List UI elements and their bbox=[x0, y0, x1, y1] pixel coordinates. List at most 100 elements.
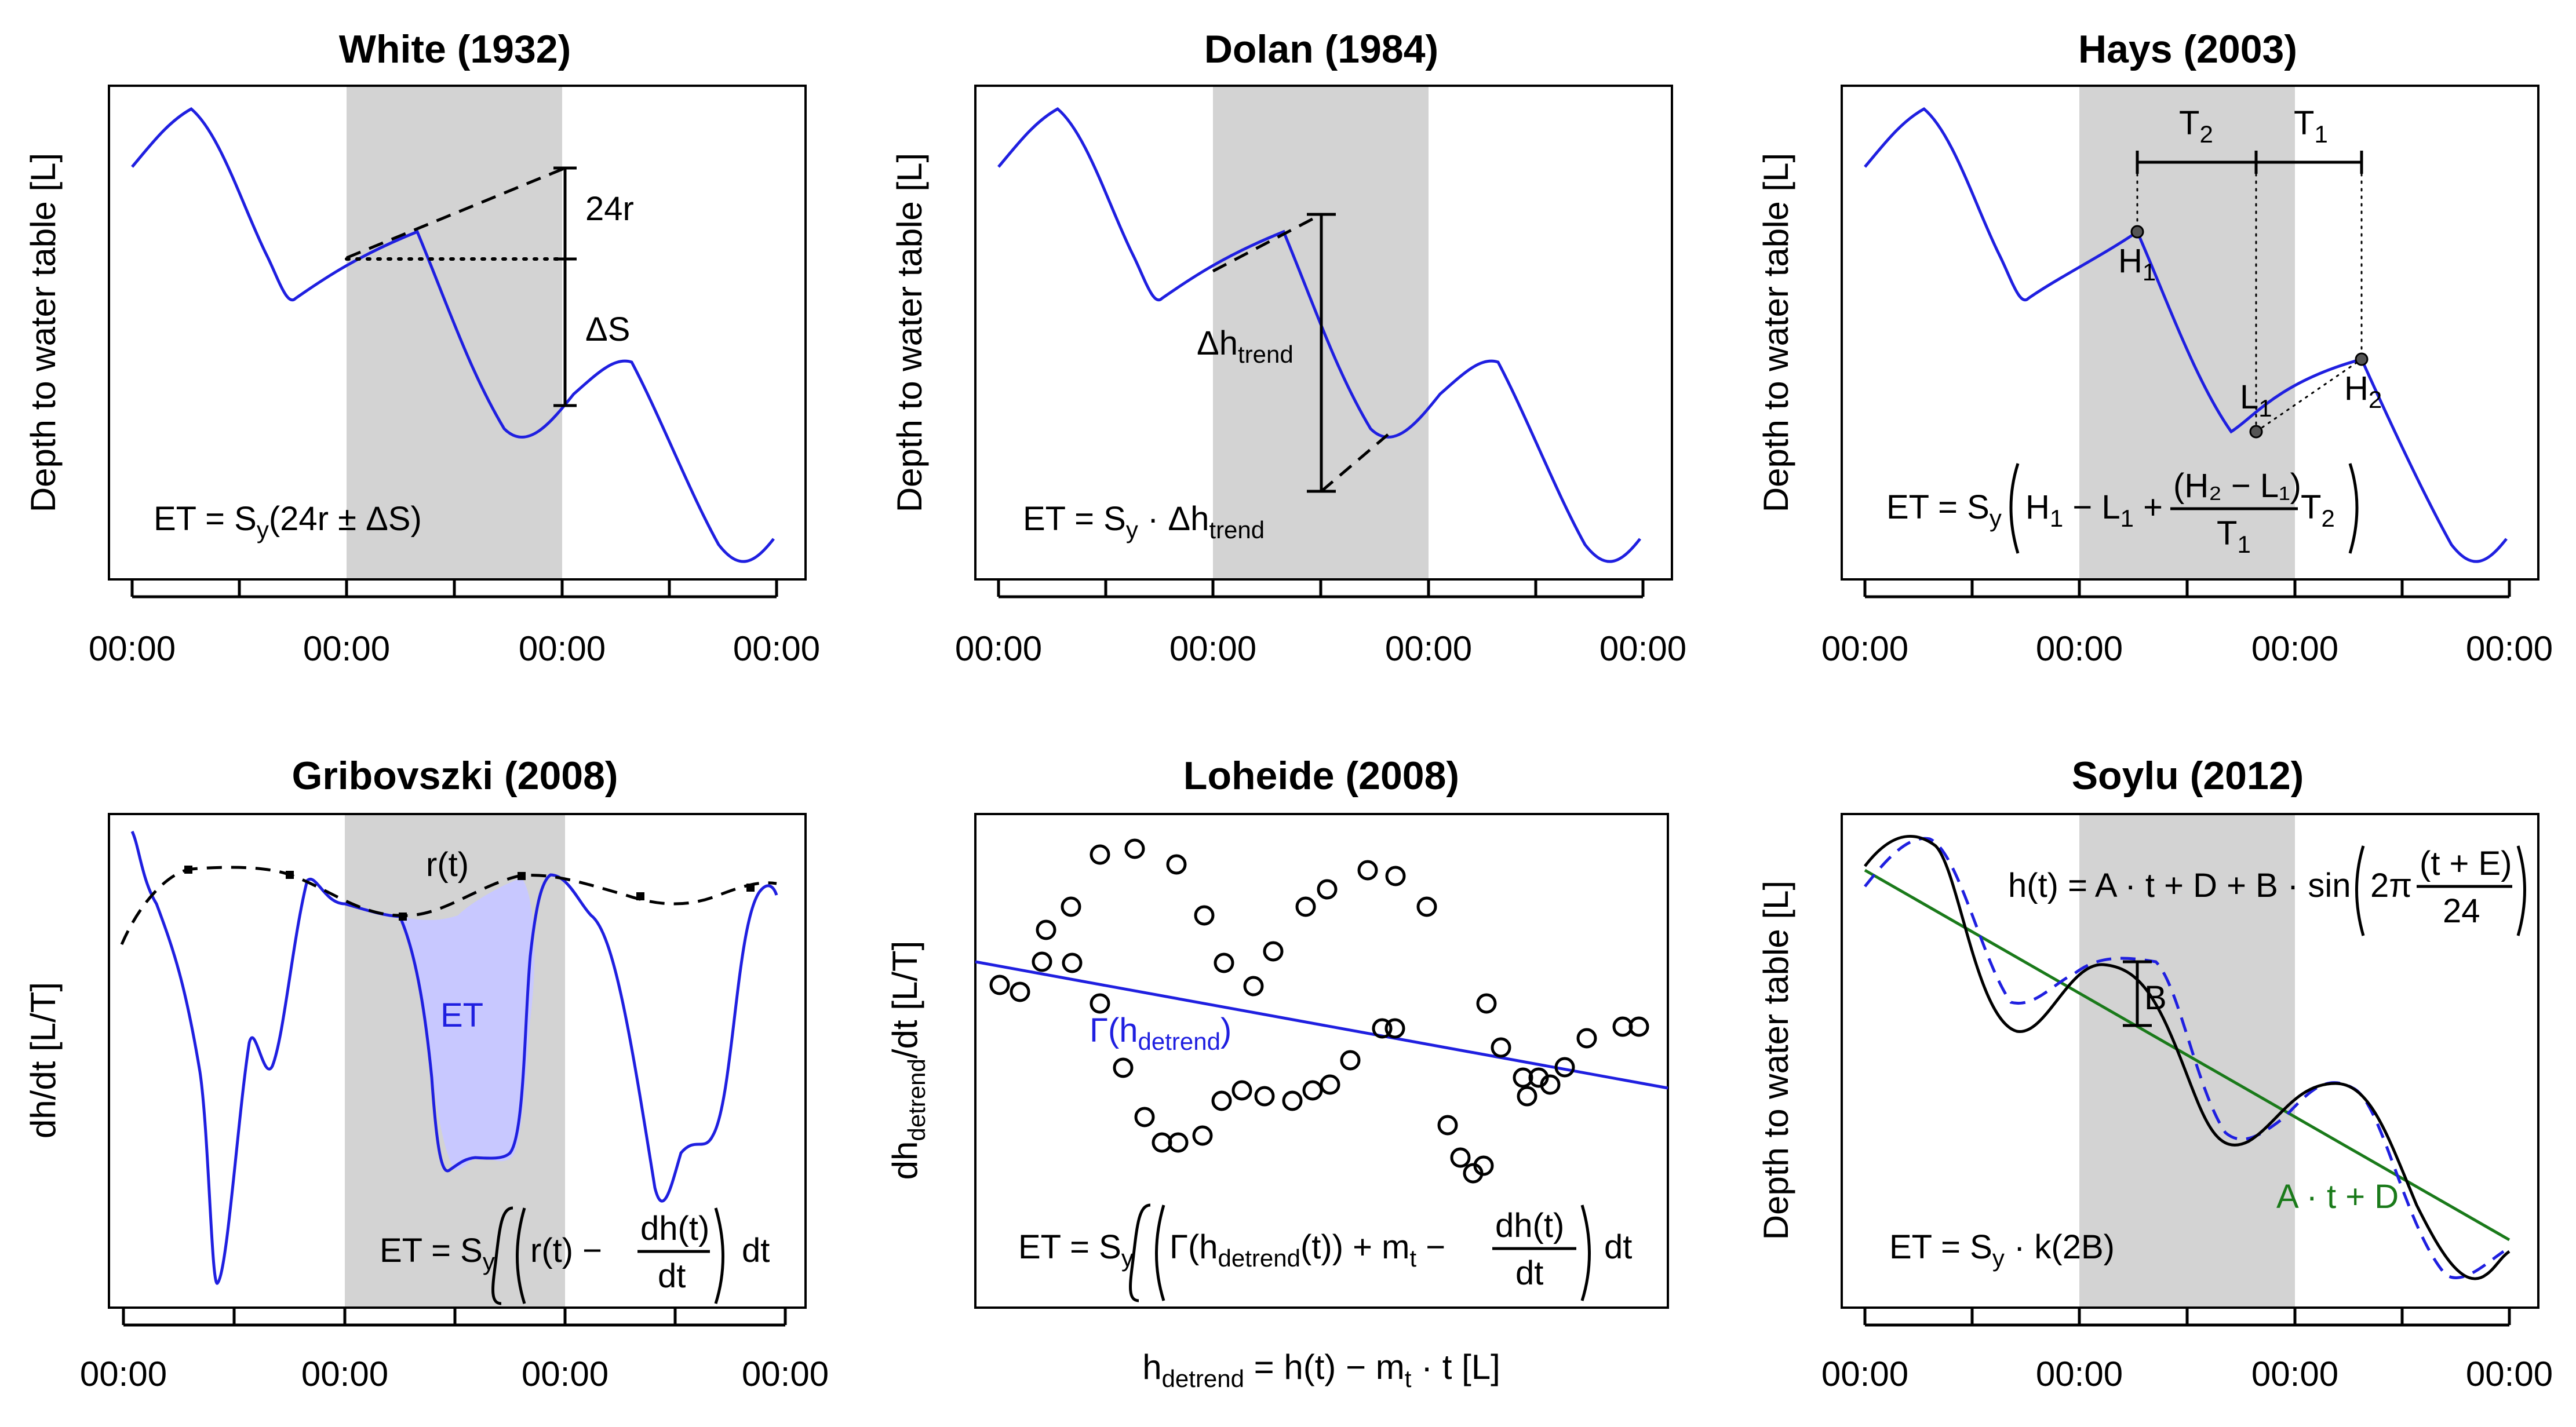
scatter-point bbox=[1302, 1080, 1323, 1101]
svg-text:Γ(hdetrend(t)) + mt −: Γ(hdetrend(t)) + mt − bbox=[1169, 1228, 1445, 1272]
scatter-point bbox=[1231, 1080, 1252, 1101]
x-axis-label: hdetrend = h(t) − mt · t [L] bbox=[1142, 1348, 1500, 1392]
panel-title: Hays (2003) bbox=[2078, 27, 2297, 71]
svg-text:00:00: 00:00 bbox=[2251, 629, 2338, 668]
scatter-point bbox=[1062, 952, 1083, 973]
svg-text:00:00: 00:00 bbox=[301, 1355, 388, 1393]
svg-text:00:00: 00:00 bbox=[519, 629, 606, 668]
y-axis-label: dh/dt [L/T] bbox=[24, 982, 63, 1138]
scatter-point bbox=[1517, 1086, 1537, 1107]
svg-text:ET = Sy: ET = Sy bbox=[1018, 1228, 1134, 1272]
x-axis: 00:00 00:00 00:00 00:00 bbox=[80, 1308, 829, 1393]
t1-label: T1 bbox=[2294, 104, 2328, 148]
x-axis: 00:00 00:00 00:00 00:00 bbox=[1821, 579, 2553, 668]
scatter-point bbox=[1476, 993, 1497, 1014]
panel-hays: Hays (2003) T2 T1 H1 L1 H2 ET = Sy H1 − … bbox=[1757, 27, 2553, 668]
l1-label: L1 bbox=[2240, 378, 2272, 422]
y-axis-label: dhdetrend/dt [L/T] bbox=[886, 941, 930, 1180]
plot-frame bbox=[108, 813, 807, 1309]
svg-text:00:00: 00:00 bbox=[1169, 629, 1256, 668]
amplitude-bar bbox=[2123, 960, 2152, 1027]
paren-left bbox=[1155, 1205, 1165, 1301]
svg-text:00:00: 00:00 bbox=[1599, 629, 1686, 668]
svg-text:24: 24 bbox=[2443, 892, 2480, 930]
panel-title: Soylu (2012) bbox=[2072, 754, 2304, 798]
svg-text:T2: T2 bbox=[2301, 488, 2335, 532]
svg-text:00:00: 00:00 bbox=[733, 629, 820, 668]
svg-text:2π: 2π bbox=[2370, 867, 2412, 904]
panel-title: Gribovszki (2008) bbox=[292, 754, 618, 798]
water-table-curve bbox=[1864, 107, 2508, 563]
night-shade bbox=[2079, 86, 2295, 579]
svg-text:00:00: 00:00 bbox=[2036, 1355, 2123, 1393]
guide-lines bbox=[2136, 173, 2363, 433]
r-label: 24r bbox=[585, 190, 634, 228]
svg-text:(H₂ − L₁): (H₂ − L₁) bbox=[2173, 467, 2301, 505]
svg-text:00:00: 00:00 bbox=[89, 629, 176, 668]
svg-text:dt: dt bbox=[1515, 1254, 1543, 1292]
scatter-point bbox=[1320, 1074, 1340, 1095]
fitted-sine-curve bbox=[1864, 834, 2511, 1280]
plot-frame bbox=[1841, 813, 2539, 1309]
scatter-point bbox=[1168, 1132, 1189, 1153]
scatter-point bbox=[1090, 844, 1110, 865]
svg-text:00:00: 00:00 bbox=[2036, 629, 2123, 668]
panel-title: Dolan (1984) bbox=[1204, 27, 1438, 71]
panel-soylu: Soylu (2012) B A · t + D h(t) = A · t + … bbox=[1757, 754, 2553, 1393]
svg-text:00:00: 00:00 bbox=[2251, 1355, 2338, 1393]
trend-lines bbox=[1212, 213, 1389, 492]
scatter-point bbox=[1166, 854, 1187, 875]
equation: ET = Sy H1 − L1 + (H₂ − L₁) T1 T2 bbox=[1886, 463, 2359, 558]
y-axis-label: Depth to water table [L] bbox=[1757, 881, 1795, 1240]
scatter-point bbox=[989, 975, 1010, 995]
svg-text:00:00: 00:00 bbox=[742, 1355, 829, 1393]
panel-title: White (1932) bbox=[339, 27, 571, 71]
et-fill bbox=[400, 878, 535, 1170]
y-axis-label: Depth to water table [L] bbox=[24, 153, 63, 512]
integral-sign bbox=[491, 1206, 513, 1305]
scatter-point bbox=[1340, 1050, 1361, 1071]
scatter-point bbox=[1357, 860, 1378, 881]
scatter-point bbox=[1061, 896, 1081, 917]
scatter-point bbox=[1473, 1155, 1494, 1176]
equation: ET = Sy r(t) − dh(t) dt dt bbox=[380, 1206, 770, 1305]
scatter-point bbox=[1134, 1107, 1155, 1127]
scatter-point bbox=[1090, 993, 1110, 1014]
scatter-point bbox=[1032, 951, 1052, 972]
svg-text:(t + E): (t + E) bbox=[2420, 845, 2512, 882]
scatter-point bbox=[1513, 1067, 1533, 1088]
svg-text:H1 − L1 +: H1 − L1 + bbox=[2025, 488, 2163, 532]
svg-text:ET = Sy: ET = Sy bbox=[1886, 488, 2002, 532]
scatter-point bbox=[1113, 1057, 1134, 1078]
scatter-point bbox=[1385, 866, 1406, 886]
svg-text:00:00: 00:00 bbox=[1821, 629, 1908, 668]
plot-frame bbox=[974, 85, 1673, 581]
panel-dolan: Dolan (1984) Δhtrend ET = Sy · Δhtrend D… bbox=[890, 27, 1686, 668]
x-axis: 00:00 00:00 00:00 00:00 bbox=[955, 579, 1686, 668]
scatter-point bbox=[1192, 1125, 1213, 1146]
night-shade bbox=[2079, 814, 2295, 1308]
panel-gribovszki: Gribovszki (2008) r(t) ET ET = Sy r(t) −… bbox=[24, 754, 829, 1393]
y-axis-label: Depth to water table [L] bbox=[1757, 153, 1795, 512]
panel-loheide: Loheide (2008) bbox=[886, 754, 1669, 1392]
equation: ET = Sy(24r ± ΔS) bbox=[154, 500, 422, 543]
h2-point bbox=[2355, 352, 2369, 366]
scatter-point bbox=[1540, 1074, 1561, 1095]
equation: ET = Sy Γ(hdetrend(t)) + mt − dh(t) dt d… bbox=[1018, 1203, 1632, 1302]
paren-right bbox=[714, 1207, 724, 1304]
measure-bar bbox=[1307, 213, 1336, 493]
scatter-point bbox=[1491, 1037, 1511, 1058]
plot-frame bbox=[1841, 85, 2539, 581]
equation: ET = Sy · Δhtrend bbox=[1023, 500, 1265, 543]
rt-label: r(t) bbox=[426, 846, 469, 884]
paren-left bbox=[2009, 463, 2020, 554]
scatter-point bbox=[1010, 981, 1030, 1002]
x-axis: 00:00 00:00 00:00 00:00 bbox=[1821, 1308, 2553, 1393]
svg-text:dt: dt bbox=[658, 1257, 686, 1295]
svg-text:ET = Sy: ET = Sy bbox=[380, 1232, 495, 1275]
svg-text:r(t) −: r(t) − bbox=[530, 1232, 602, 1269]
paren-left bbox=[2355, 845, 2365, 936]
scatter-point bbox=[1628, 1016, 1649, 1037]
scatter-point bbox=[1282, 1090, 1303, 1111]
equation-top: h(t) = A · t + D + B · sin 2π (t + E) 24 bbox=[2008, 845, 2526, 936]
